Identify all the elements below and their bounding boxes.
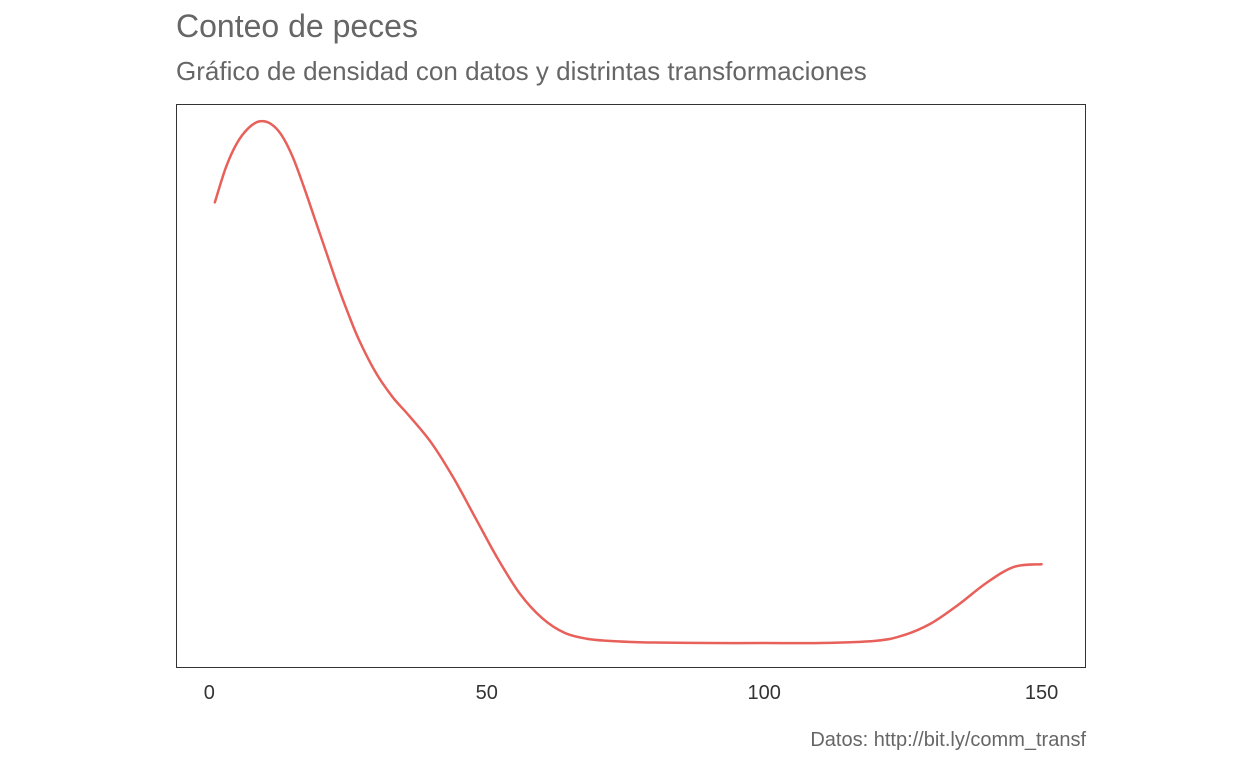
density-line-0	[213, 119, 1043, 645]
x-tick-label: 50	[476, 682, 498, 704]
chart-title: Conteo de peces	[176, 8, 418, 44]
chart-caption: Datos: http://bit.ly/comm_transf	[810, 729, 1086, 751]
x-axis-ticks: 0 50 100 150	[204, 682, 1059, 704]
x-tick-label: 150	[1025, 682, 1058, 704]
series-layer	[213, 119, 1043, 645]
x-tick-label: 0	[204, 682, 215, 704]
x-tick-label: 100	[747, 682, 780, 704]
plot-panel	[176, 104, 1086, 668]
chart-subtitle: Gráfico de densidad con datos y distrint…	[176, 56, 867, 86]
